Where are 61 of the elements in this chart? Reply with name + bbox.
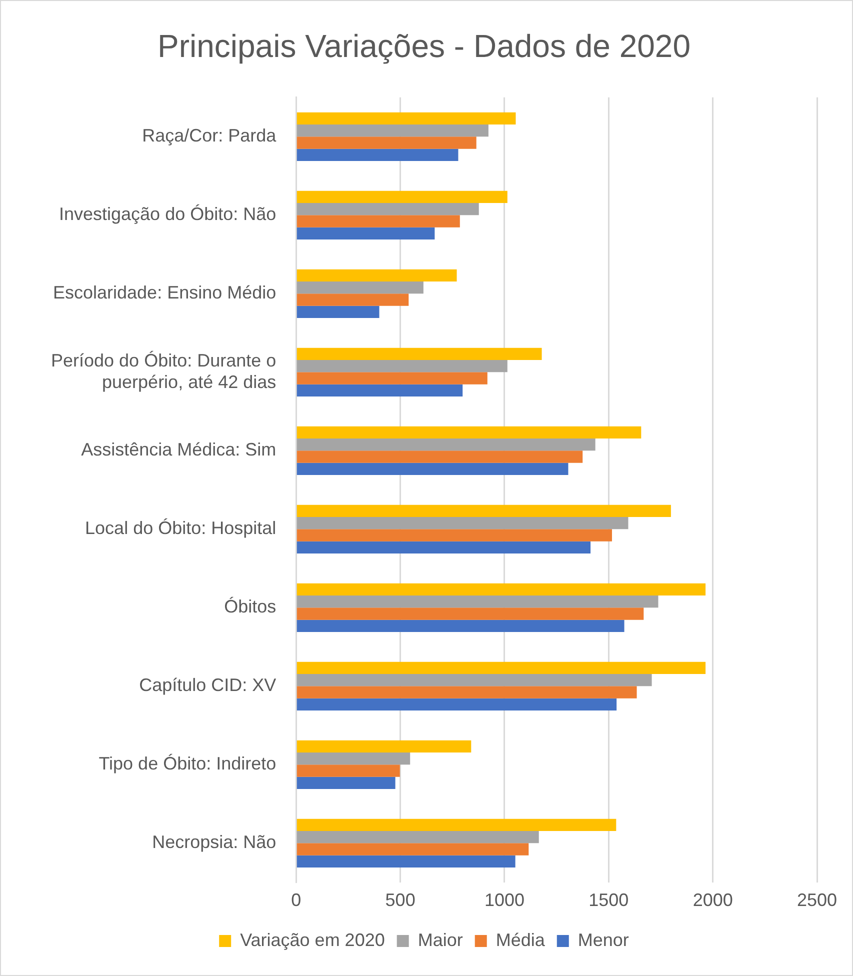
bar [296,190,508,203]
bar [296,215,460,228]
bar [296,202,479,216]
y-tick-label: Local do Óbito: Hospital [85,518,276,538]
bar [296,830,539,844]
bar [296,620,624,632]
bar [296,294,409,306]
bar [296,281,424,294]
y-tick-label: Assistência Médica: Sim [81,440,276,460]
bar [296,306,380,318]
x-tick-label: 0 [291,890,302,910]
bar [296,529,612,542]
bar [296,740,472,752]
bar [296,504,671,517]
bar [296,674,652,686]
bar [296,372,488,384]
bar [296,595,658,608]
bar [296,752,410,765]
x-tick-label: 2500 [796,890,838,910]
bar [296,541,591,554]
bar [296,462,568,475]
legend-label: Média [496,930,546,950]
bar [296,764,400,777]
bar [296,269,457,282]
bar [296,662,706,674]
bar [296,360,508,372]
bar [296,124,488,137]
bar [296,227,435,240]
bar [296,686,637,698]
y-tick-label: Tipo de Óbito: Indireto [98,754,276,774]
bar [296,112,516,124]
legend-label: Menor [578,930,629,950]
x-tick-label: 1000 [484,890,525,910]
bar [296,148,458,161]
bar [296,698,617,710]
y-tick-label: Capítulo CID: XV [139,675,276,696]
bar [296,450,583,463]
bar [296,818,616,831]
y-tick-label: Necropsia: Não [152,832,276,852]
legend-label: Variação em 2020 [240,930,385,950]
bar [296,136,476,149]
y-tick-label: Investigação do Óbito: Não [59,204,276,224]
bar [296,516,628,530]
y-tick-label: Período do Óbito: Durante o puerpério, até 42 dias [51,350,276,392]
y-tick-label: Óbitos [224,596,276,617]
x-tick-label: 1500 [588,890,629,910]
bar [296,776,396,789]
x-tick-label: 500 [385,890,416,910]
bar [296,348,542,360]
legend-label: Maior [418,930,463,950]
bar [296,608,644,620]
chart-title: Principais Variações - Dados de 2020 [157,28,691,64]
y-tick-label: Escolaridade: Ensino Médio [53,282,276,303]
bar [296,843,529,856]
bar [296,438,596,451]
bar [296,583,706,596]
y-tick-label: Raça/Cor: Parda [142,126,278,146]
bar [296,855,516,868]
x-tick-label: 2000 [692,890,733,910]
bar [296,384,463,396]
bar [296,426,642,438]
